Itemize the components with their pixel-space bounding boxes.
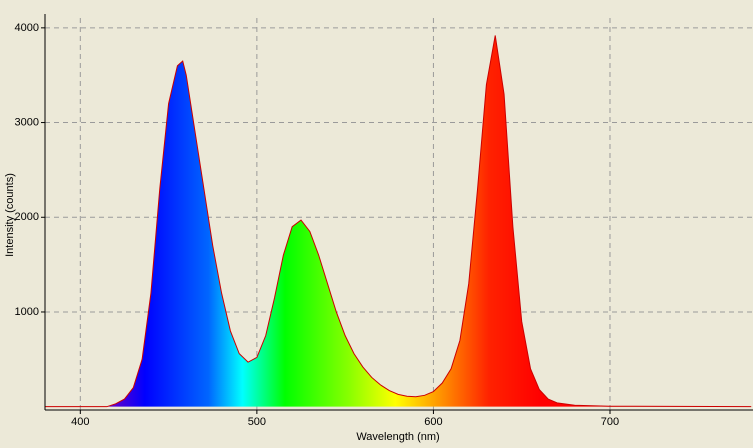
x-tick-label: 400	[71, 416, 89, 428]
x-axis-label: Wavelength (nm)	[356, 431, 439, 443]
x-tick-label: 600	[424, 416, 442, 428]
y-tick-label: 4000	[15, 22, 39, 34]
y-tick-label: 3000	[15, 116, 39, 128]
spectrum-line	[45, 35, 752, 408]
area-fill	[45, 35, 752, 407]
y-axis-label: Intensity (counts)	[4, 173, 16, 257]
y-tick-label: 1000	[15, 306, 39, 318]
x-tick-label: 700	[601, 416, 619, 428]
y-tick-label: 2000	[15, 211, 39, 223]
x-tick-label: 500	[248, 416, 266, 428]
